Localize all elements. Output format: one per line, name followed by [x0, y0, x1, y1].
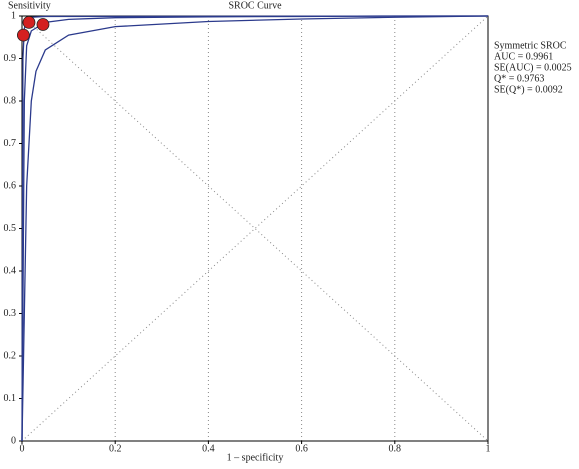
- y-tick-label: 0.2: [4, 350, 17, 361]
- y-tick-label: 0.8: [4, 95, 17, 106]
- y-tick-label: 0.9: [4, 53, 17, 64]
- x-tick-label: 0.8: [389, 443, 402, 454]
- x-tick-label: 0.6: [295, 443, 308, 454]
- annotation: Symmetric SROC: [494, 40, 567, 51]
- y-tick-label: 1: [11, 10, 16, 21]
- y-axis-label: Sensitivity: [8, 0, 51, 11]
- y-tick-label: 0.5: [4, 223, 17, 234]
- y-tick-label: 0.4: [4, 265, 17, 276]
- chart-title: SROC Curve: [228, 0, 282, 11]
- x-tick-label: 1: [486, 443, 491, 454]
- annotation: SE(AUC) = 0.0025: [494, 62, 572, 73]
- sroc-curve: [21, 15, 489, 442]
- y-tick-label: 0.1: [4, 393, 17, 404]
- x-tick-label: 0.4: [202, 443, 215, 454]
- y-tick-label: 0.7: [4, 138, 17, 149]
- y-tick-label: 0: [11, 435, 16, 446]
- y-tick-label: 0.6: [4, 180, 17, 191]
- x-axis-label: 1 – specificity: [227, 452, 284, 463]
- annotation: SE(Q*) = 0.0092: [494, 84, 563, 95]
- study-point: [36, 18, 50, 31]
- y-tick-label: 0.3: [4, 308, 17, 319]
- annotation: Q* = 0.9763: [494, 73, 544, 84]
- study-point: [16, 28, 30, 42]
- x-tick-label: 0.2: [109, 443, 122, 454]
- study-point: [22, 15, 36, 29]
- annotation: AUC = 0.9961: [494, 51, 553, 62]
- x-tick-label: 0: [20, 443, 25, 454]
